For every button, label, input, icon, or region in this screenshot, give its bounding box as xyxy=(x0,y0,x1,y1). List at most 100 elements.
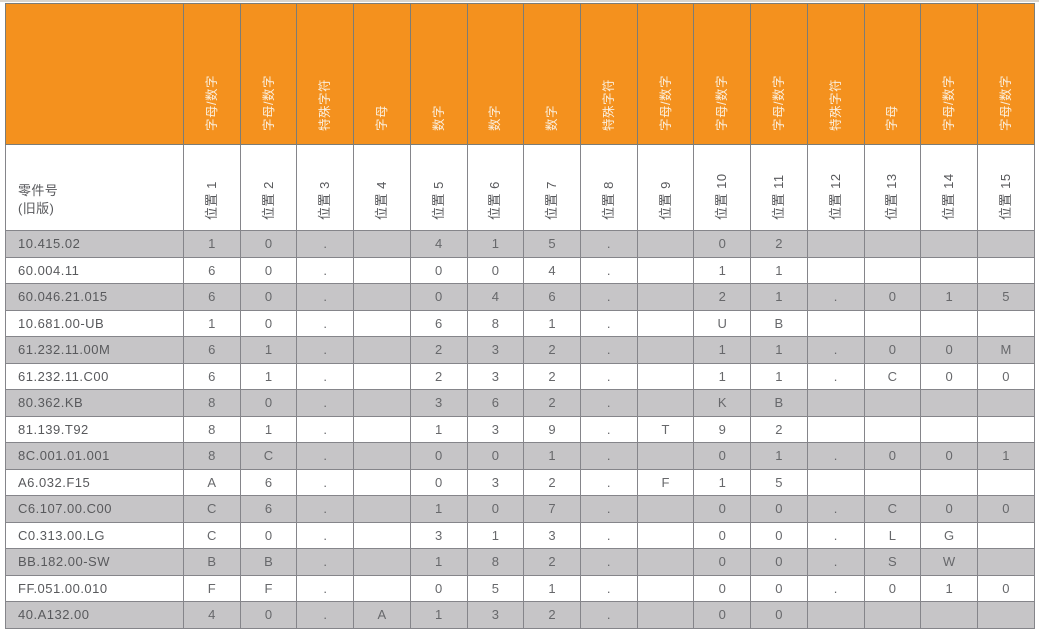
position-value-cell-8: . xyxy=(580,362,638,390)
col-type-header-14: 字母/数字 xyxy=(920,3,979,145)
position-value-cell-10: 1 xyxy=(693,256,752,284)
position-value-cell-15 xyxy=(977,309,1035,337)
position-value-cell-4 xyxy=(353,389,411,417)
part-number-header: 零件号 (旧版) xyxy=(5,144,184,231)
position-value-cell-1: 6 xyxy=(183,283,241,311)
position-value-cell-8: . xyxy=(580,336,638,364)
position-value-cell-1: C xyxy=(183,495,241,523)
col-type-header-11: 字母/数字 xyxy=(750,3,808,145)
position-value-cell-3: . xyxy=(296,389,355,417)
col-position-label: 位置 8 xyxy=(600,181,616,220)
position-value-cell-12: . xyxy=(806,336,865,364)
position-value-cell-11: 0 xyxy=(750,495,808,523)
position-value-cell-8: . xyxy=(580,521,638,549)
position-value-cell-14: W xyxy=(920,548,979,576)
position-value-cell-8: . xyxy=(580,256,638,284)
position-value-cell-15: 0 xyxy=(977,495,1035,523)
position-value-cell-2: 0 xyxy=(239,389,298,417)
position-value-cell-4 xyxy=(353,548,411,576)
col-position-header-14: 位置 14 xyxy=(920,144,979,231)
table-row: 61.232.11.00M 6 1. 2 3 2. 1 1. 0 0 M xyxy=(5,336,1035,364)
col-position-header-4: 位置 4 xyxy=(353,144,411,231)
corner-cell xyxy=(5,3,184,145)
position-value-cell-11: 1 xyxy=(750,442,808,470)
position-value-cell-2: B xyxy=(239,548,298,576)
position-value-cell-7: 2 xyxy=(523,468,582,496)
position-value-cell-6: 4 xyxy=(466,283,525,311)
position-value-cell-12: . xyxy=(806,283,865,311)
position-value-cell-6: 3 xyxy=(466,468,525,496)
position-value-cell-12: . xyxy=(806,548,865,576)
table-row: 81.139.T92 8 1. 1 3 9. T 9 2 xyxy=(5,415,1035,443)
col-type-header-3: 特殊字符 xyxy=(296,3,355,145)
position-value-cell-1: 6 xyxy=(183,256,241,284)
part-number-cell: C6.107.00.C00 xyxy=(5,495,184,523)
position-value-cell-13 xyxy=(863,230,922,258)
position-value-cell-5: 0 xyxy=(409,442,468,470)
col-type-label: 字母 xyxy=(885,104,900,131)
position-value-cell-7: 2 xyxy=(523,548,582,576)
position-value-cell-15: 0 xyxy=(977,362,1035,390)
position-value-cell-11: 1 xyxy=(750,336,808,364)
col-position-label: 位置 2 xyxy=(260,181,276,220)
col-type-header-10: 字母/数字 xyxy=(693,3,752,145)
table-body: 10.415.02 1 0. 4 1 5. 0 2 60.004.11 6 0. 0 0 4. 1 1 60.0… xyxy=(5,230,1035,629)
position-value-cell-2: 0 xyxy=(239,601,298,629)
col-type-header-2: 字母/数字 xyxy=(239,3,298,145)
col-type-label: 字母/数字 xyxy=(772,75,787,131)
table-header: 字母/数字 字母/数字 特殊字符 字母 数字 数字 数字 特殊字符 字母/数字 字母/数字 字母/数… xyxy=(5,3,1035,231)
position-value-cell-3: . xyxy=(296,495,355,523)
part-number-cell: A6.032.F15 xyxy=(5,468,184,496)
position-value-cell-3: . xyxy=(296,309,355,337)
position-value-cell-2: 1 xyxy=(239,336,298,364)
position-value-cell-6: 5 xyxy=(466,574,525,602)
position-value-cell-4 xyxy=(353,495,411,523)
position-value-cell-14: 0 xyxy=(920,362,979,390)
part-number-position-table: 字母/数字 字母/数字 特殊字符 字母 数字 数字 数字 特殊字符 字母/数字 字母/数字 字母/数… xyxy=(5,3,1035,629)
position-value-cell-6: 8 xyxy=(466,548,525,576)
position-value-cell-7: 3 xyxy=(523,521,582,549)
position-value-cell-13 xyxy=(863,389,922,417)
position-value-cell-4 xyxy=(353,521,411,549)
position-value-cell-14 xyxy=(920,309,979,337)
position-value-cell-15 xyxy=(977,389,1035,417)
table-row: FF.051.00.010 F F. 0 5 1. 0 0. 0 1 0 xyxy=(5,574,1035,602)
position-value-cell-2: 0 xyxy=(239,283,298,311)
position-value-cell-5: 1 xyxy=(409,601,468,629)
col-position-label: 位置 15 xyxy=(998,173,1014,220)
position-value-cell-15 xyxy=(977,601,1035,629)
position-value-cell-5: 2 xyxy=(409,362,468,390)
position-value-cell-9 xyxy=(636,362,695,390)
position-value-cell-7: 6 xyxy=(523,283,582,311)
position-value-cell-13 xyxy=(863,256,922,284)
col-position-label: 位置 1 xyxy=(203,181,219,220)
col-type-header-15: 字母/数字 xyxy=(977,3,1035,145)
position-value-cell-2: 6 xyxy=(239,495,298,523)
position-value-cell-7: 4 xyxy=(523,256,582,284)
position-value-cell-6: 1 xyxy=(466,230,525,258)
position-value-cell-6: 6 xyxy=(466,389,525,417)
position-value-cell-9 xyxy=(636,336,695,364)
position-value-cell-5: 4 xyxy=(409,230,468,258)
part-number-cell: C0.313.00.LG xyxy=(5,521,184,549)
position-value-cell-13: 0 xyxy=(863,442,922,470)
col-type-label: 特殊字符 xyxy=(828,78,843,131)
position-value-cell-13: 0 xyxy=(863,283,922,311)
col-type-label: 数字 xyxy=(545,104,560,131)
position-value-cell-4 xyxy=(353,362,411,390)
position-value-cell-14 xyxy=(920,415,979,443)
col-position-label: 位置 12 xyxy=(827,173,843,220)
col-type-header-1: 字母/数字 xyxy=(183,3,241,145)
col-position-header-11: 位置 11 xyxy=(750,144,808,231)
position-value-cell-15: 1 xyxy=(977,442,1035,470)
col-position-label: 位置 7 xyxy=(544,181,560,220)
table-row: A6.032.F15 A 6. 0 3 2. F 1 5 xyxy=(5,468,1035,496)
position-value-cell-9 xyxy=(636,283,695,311)
position-value-cell-11: 2 xyxy=(750,230,808,258)
col-type-label: 字母/数字 xyxy=(999,75,1014,131)
position-value-cell-12 xyxy=(806,468,865,496)
position-value-cell-4 xyxy=(353,468,411,496)
position-value-cell-14: 0 xyxy=(920,495,979,523)
position-value-cell-13: C xyxy=(863,362,922,390)
position-value-cell-14 xyxy=(920,601,979,629)
